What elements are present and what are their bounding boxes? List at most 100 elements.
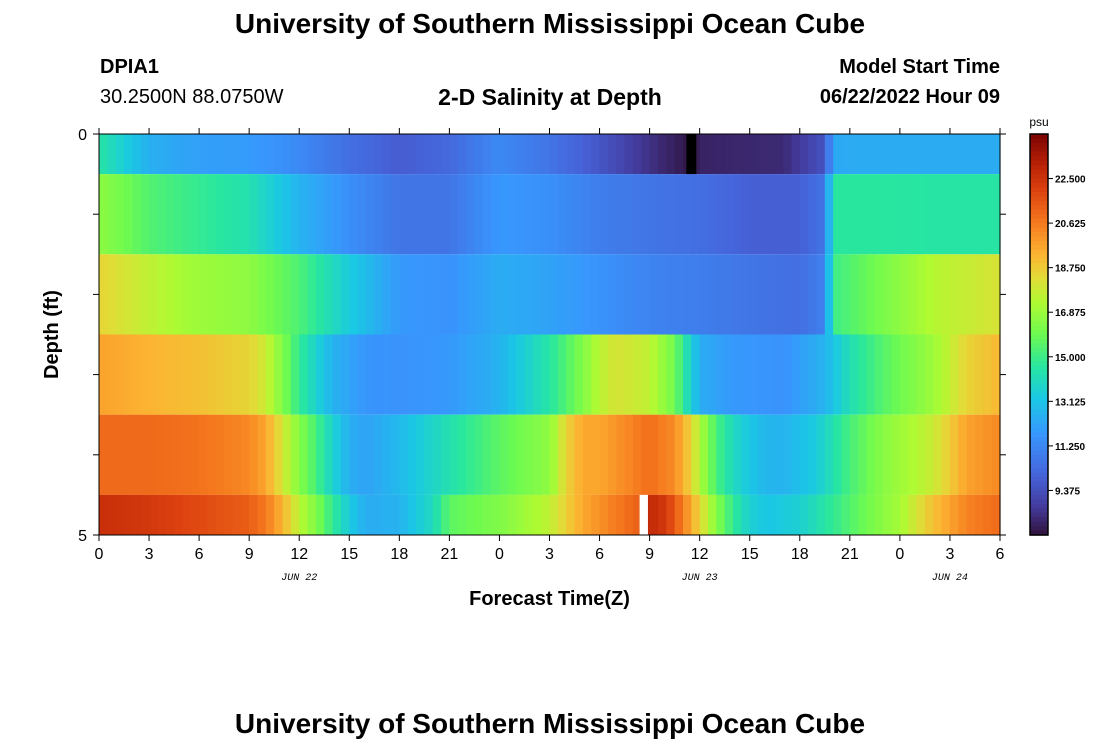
heatmap-cell (841, 254, 851, 335)
colorbar-segment (1030, 419, 1048, 425)
heatmap-cell (441, 334, 450, 415)
heatmap-cell (466, 334, 476, 415)
heatmap-cell (666, 134, 676, 175)
x-tick-label: 6 (195, 546, 204, 563)
heatmap-cell (215, 334, 225, 415)
heatmap-cell (274, 134, 284, 175)
heatmap-cell (758, 174, 767, 255)
heatmap-cell (891, 254, 901, 335)
heatmap-cell (883, 494, 893, 535)
heatmap-cell (115, 174, 125, 255)
heatmap-cell (808, 334, 818, 415)
heatmap-cell (466, 414, 476, 495)
model-start-value: 06/22/2022 Hour 09 (819, 86, 1000, 108)
x-axis: 0 3 6 9 12 15 18 21 0 3 6 9 12 15 18 21 0 3 6 JUN 22 JUN 23 J… (95, 128, 1005, 584)
heatmap-cell (482, 134, 492, 175)
colorbar-segment (1030, 240, 1048, 246)
heatmap-cell (507, 134, 517, 175)
colorbar-segment (1030, 316, 1048, 322)
heatmap-cell (399, 494, 409, 535)
heatmap-cell (507, 254, 517, 335)
heatmap-cell (783, 334, 793, 415)
x-date-label: JUN 23 (682, 573, 718, 584)
heatmap-cell (524, 414, 534, 495)
heatmap-cell (883, 334, 893, 415)
heatmap-cell (107, 334, 117, 415)
heatmap-cell (983, 414, 993, 495)
heatmap-cell (874, 414, 884, 495)
x-date-label: JUN 22 (281, 573, 317, 584)
colorbar-segment (1030, 468, 1048, 474)
heatmap-cell (958, 494, 968, 535)
colorbar-segment (1030, 147, 1048, 153)
heatmap-cell (541, 494, 551, 535)
heatmap-cell (315, 174, 325, 255)
colorbar-segment (1030, 414, 1048, 420)
heatmap-cell (299, 334, 309, 415)
x-tick-label: 0 (95, 546, 104, 563)
heatmap-cell (99, 334, 108, 415)
heatmap-cell (474, 414, 484, 495)
heatmap-cell (340, 334, 350, 415)
colorbar-segment (1030, 285, 1048, 291)
heatmap-cell (924, 174, 934, 255)
heatmap-cell (182, 134, 192, 175)
heatmap-cell (365, 134, 375, 175)
heatmap-cell (824, 494, 834, 535)
heatmap-cell (374, 174, 384, 255)
heatmap-cell (649, 494, 659, 535)
heatmap-cell (674, 414, 684, 495)
heatmap-cell (841, 494, 851, 535)
colorbar-segment (1030, 298, 1048, 304)
heatmap-cell (124, 134, 133, 175)
heatmap-cell (566, 174, 576, 255)
heatmap-cell (382, 414, 392, 495)
heatmap-cell (449, 174, 459, 255)
heatmap-cell (632, 254, 642, 335)
heatmap-cell (641, 414, 651, 495)
heatmap-cell (324, 254, 334, 335)
heatmap-cell (741, 334, 751, 415)
heatmap-cell (566, 494, 576, 535)
heatmap-cell (232, 254, 242, 335)
heatmap-cell (541, 174, 551, 255)
heatmap-cell (532, 494, 542, 535)
heatmap-cell (733, 414, 742, 495)
heatmap-cell (783, 494, 793, 535)
heatmap-cell (357, 134, 367, 175)
heatmap-cell (365, 254, 375, 335)
heatmap-cell (282, 494, 292, 535)
heatmap-cell (174, 414, 184, 495)
heatmap-cell (349, 174, 359, 255)
heatmap-cell (399, 174, 409, 255)
heatmap-cell (758, 414, 767, 495)
heatmap-cell (182, 494, 192, 535)
heatmap-cell (641, 134, 651, 175)
heatmap-cell (682, 254, 692, 335)
heatmap-cell (574, 134, 584, 175)
heatmap-cell (99, 174, 108, 255)
heatmap-cell (466, 254, 476, 335)
heatmap-cell (599, 174, 609, 255)
heatmap-cell (374, 414, 384, 495)
heatmap-cell (199, 174, 209, 255)
heatmap-cell (190, 254, 200, 335)
heatmap-cell (482, 334, 492, 415)
heatmap-cell (966, 134, 976, 175)
heatmap-cell (265, 254, 275, 335)
colorbar-segment (1030, 472, 1048, 478)
heatmap-cell (699, 254, 709, 335)
x-tick-label: 9 (245, 546, 254, 563)
heatmap-cell (849, 334, 859, 415)
heatmap-cell (549, 174, 559, 255)
heatmap-cell (541, 414, 551, 495)
heatmap-cell (115, 334, 125, 415)
heatmap-cell (699, 174, 709, 255)
heatmap-cell (232, 414, 242, 495)
heatmap-cell (249, 494, 259, 535)
heatmap-cell (933, 494, 943, 535)
colorbar-segment (1030, 490, 1048, 496)
colorbar-segment (1030, 374, 1048, 380)
heatmap-cell (549, 414, 559, 495)
heatmap-cell (974, 494, 984, 535)
